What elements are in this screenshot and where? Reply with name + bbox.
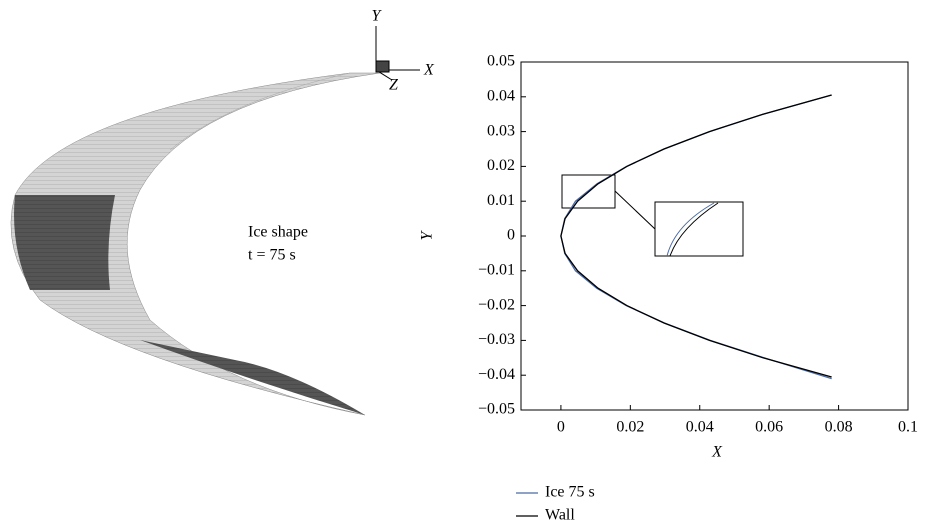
ice-caption: Ice shape (248, 224, 308, 241)
x-tick-label: 0.04 (686, 419, 714, 436)
zoom-inset (562, 175, 743, 256)
x-tick-label: 0 (557, 419, 565, 436)
x-tick-label: 0.02 (616, 419, 644, 436)
y-tick-label: −0.04 (478, 366, 515, 383)
y-tick-label: 0.02 (487, 157, 515, 174)
triad-y: Y (372, 8, 383, 25)
y-tick-label: −0.02 (478, 296, 515, 313)
axis-triad: Y X Z (372, 8, 435, 94)
triad-x: X (423, 62, 435, 79)
figure: Y X Z Ice shape t = 75 s X Y Ice 75 s Wa… (0, 0, 927, 531)
y-tick-label: 0.03 (487, 122, 515, 139)
legend-label: Ice 75 s (545, 484, 595, 501)
legend: Ice 75 s Wall (545, 484, 595, 524)
y-tick-label: 0.05 (487, 53, 515, 70)
y-axis-title: Y (419, 229, 436, 240)
x-tick-label: 0.1 (898, 419, 918, 436)
y-tick-label: −0.03 (478, 331, 515, 348)
x-tick-label: 0.08 (825, 419, 853, 436)
x-tick-label: 0.06 (755, 419, 783, 436)
y-tick-label: −0.05 (478, 401, 515, 418)
ice-render (11, 73, 380, 415)
x-axis-title: X (711, 444, 723, 461)
y-tick-label: 0 (507, 227, 515, 244)
y-tick-label: −0.01 (478, 261, 515, 278)
y-tick-label: 0.01 (487, 192, 515, 209)
ice-time: t = 75 s (248, 247, 296, 264)
triad-z: Z (389, 77, 399, 94)
y-tick-label: 0.04 (487, 87, 515, 104)
legend-label: Wall (545, 507, 575, 524)
